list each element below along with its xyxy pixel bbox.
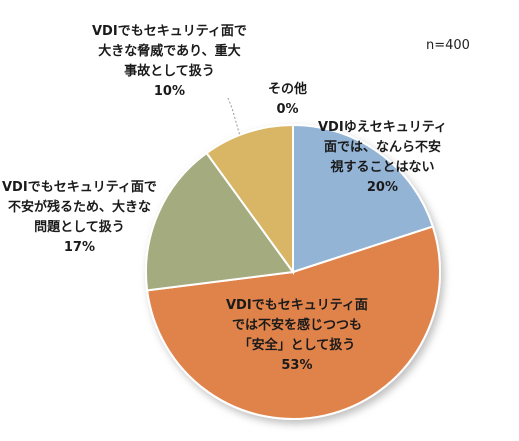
sample-size-note: n=400 <box>426 38 470 53</box>
slice-label-line: VDIでもセキュリティ面 <box>226 298 368 313</box>
slice-label-line: 大きな脅威であり、重大 <box>98 44 241 59</box>
pie-slice-major-problem <box>145 151 295 292</box>
slice-label-line: 面では、なんら不安 <box>323 140 441 155</box>
slice-label-line: 「安全」として扱う <box>238 338 356 353</box>
slice-value-label: 0% <box>276 102 299 117</box>
slice-label-line: その他 <box>268 82 308 97</box>
pie-slice-treat-as-safe <box>146 225 441 420</box>
slice-value-label: 53% <box>281 358 313 373</box>
slice-value-label: 17% <box>63 240 96 255</box>
slice-label-line: VDIゆえセキュリティ <box>318 120 447 135</box>
slice-label-treat-as-safe: VDIでもセキュリティ面 では不安を感じつつも 「安全」として扱う 53% <box>226 296 368 376</box>
pie-slice-serious-incident <box>205 123 294 276</box>
slice-label-line: では不安を感じつつも <box>231 318 362 333</box>
slice-label-other: その他 0% <box>268 80 307 120</box>
slice-value-label: 20% <box>366 180 399 195</box>
slice-label-line: 視することはない <box>330 160 435 175</box>
slice-value-label: 10% <box>153 84 186 99</box>
slice-label-line: 問題として扱う <box>34 220 125 235</box>
slice-label-line: 事故として扱う <box>124 64 215 79</box>
slice-label-serious-incident: VDIでもセキュリティ面で 大きな脅威であり、重大 事故として扱う 10% <box>92 22 247 102</box>
slice-label-line: VDIでもセキュリティ面で <box>2 180 157 195</box>
pie-slice-no-concern <box>292 123 435 274</box>
slice-label-no-concern: VDIゆえセキュリティ 面では、なんら不安 視することはない 20% <box>318 118 447 198</box>
slice-label-line: 不安が残るため、大きな <box>7 200 151 215</box>
slice-label-line: VDIでもセキュリティ面で <box>92 24 247 39</box>
leader-line-serious-incident <box>227 97 241 137</box>
slice-label-major-problem: VDIでもセキュリティ面で 不安が残るため、大きな 問題として扱う 17% <box>2 178 157 258</box>
